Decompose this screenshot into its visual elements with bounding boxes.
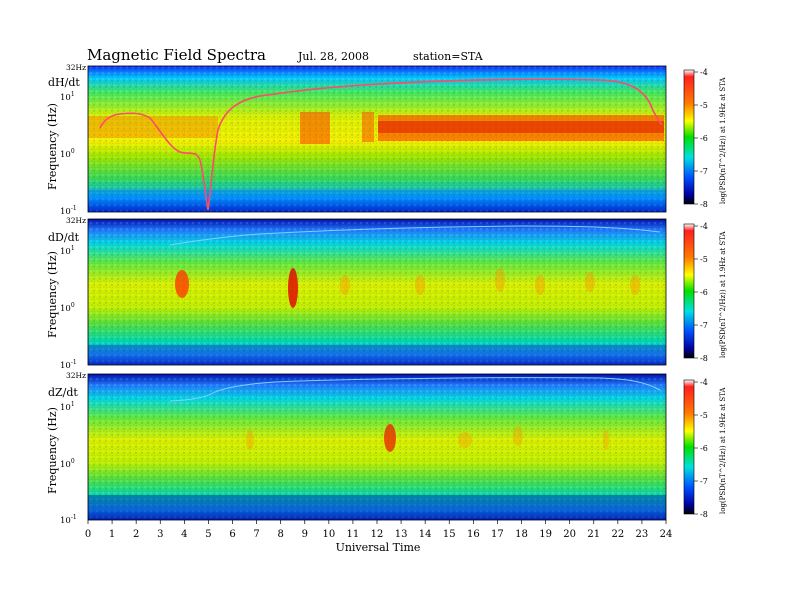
- colorbar-dh: -4 -5 -6 -7 -8 log(PSD(nT^2/Hz)) at 1.9Hz at…: [683, 68, 727, 209]
- x-tick-label: 24: [660, 529, 673, 540]
- x-tick-label: 2: [133, 529, 139, 540]
- lowfreq-noise-dd: [88, 345, 666, 365]
- colorbar-tick-label: -7: [700, 477, 708, 486]
- colorbar-tick-label: -5: [700, 255, 708, 264]
- ytick-1-dz: 100: [60, 458, 75, 470]
- colorbar-label-dd: log(PSD(nT^2/Hz)) at 1.9Hz at STA: [719, 230, 727, 358]
- x-axis-ticks: 0 1 2 3 4 5 6 7 8 9 10 11 12 13 14 15 16 17 18 19 20 21 22 23 24: [85, 520, 673, 540]
- artificial-line-dd: [169, 225, 661, 246]
- ytick-1-dh: 100: [60, 148, 75, 160]
- x-tick-label: 21: [587, 529, 600, 540]
- colorbar-tick-label: -4: [700, 378, 708, 387]
- colorbar-tick-label: -7: [700, 167, 708, 176]
- colorbar-tick-label: -7: [700, 321, 708, 330]
- x-tick-label: 11: [347, 529, 360, 540]
- panel-label-dz: dZ/dt: [48, 386, 78, 399]
- ytick-10-dz: 101: [60, 401, 75, 413]
- spectrogram-dd-texture: [88, 219, 666, 365]
- x-tick-label: 23: [636, 529, 649, 540]
- x-axis-label: Universal Time: [336, 541, 421, 554]
- x-tick-label: 0: [85, 529, 91, 540]
- lowfreq-noise-dz: [88, 495, 666, 520]
- x-tick-label: 1: [109, 529, 115, 540]
- ytick-top-dd: 32Hz: [66, 216, 86, 225]
- x-tick-label: 22: [611, 529, 624, 540]
- ytick-top-dh: 32Hz: [66, 63, 86, 72]
- x-tick-label: 8: [277, 529, 283, 540]
- ylabel-dd: Frequency (Hz): [46, 251, 59, 338]
- artificial-line-dh: [99, 78, 663, 211]
- colorbar-tick-label: -6: [700, 134, 708, 143]
- x-tick-label: 6: [229, 529, 235, 540]
- ylabel-dz: Frequency (Hz): [46, 407, 59, 494]
- enhancement-11ut-dh: [362, 112, 374, 142]
- colorbar-scale-dd: [683, 223, 695, 359]
- spectrogram-dz-texture: [88, 374, 666, 520]
- colorbar-tick-label: -8: [700, 200, 708, 209]
- colorbar-dz: -4 -5 -6 -7 -8 log(PSD(nT^2/Hz)) at 1.9Hz at…: [683, 378, 727, 519]
- colorbar-tick-label: -8: [700, 510, 708, 519]
- x-tick-label: 20: [563, 529, 576, 540]
- ytick-1-dd: 100: [60, 302, 75, 314]
- colorbar-tick-label: -5: [700, 411, 708, 420]
- colorbar-tick-label: -4: [700, 68, 708, 77]
- x-tick-label: 17: [491, 529, 504, 540]
- colorbar-dd: -4 -5 -6 -7 -8 log(PSD(nT^2/Hz)) at 1.9Hz at…: [683, 222, 727, 363]
- x-tick-label: 9: [302, 529, 308, 540]
- colorbar-tick-label: -6: [700, 288, 708, 297]
- x-tick-label: 18: [515, 529, 528, 540]
- colorbar-label-dz: log(PSD(nT^2/Hz)) at 1.9Hz at STA: [719, 386, 727, 514]
- enhancement-core-dh: [378, 121, 664, 133]
- colorbar-tick-label: -8: [700, 354, 708, 363]
- x-tick-label: 13: [395, 529, 408, 540]
- figure-title: Magnetic Field Spectra: [87, 46, 266, 64]
- burst-8p6ut-dd: [288, 268, 298, 308]
- colorbar-tick-label: -5: [700, 101, 708, 110]
- enhancement-band-dh: [378, 115, 664, 141]
- panel-frame-dd: [87, 218, 667, 366]
- artificial-line-dz: [169, 377, 661, 402]
- colorbar-scale-dh: [683, 69, 695, 205]
- ytick-top-dz: 32Hz: [66, 371, 86, 380]
- colorbar-label-dh: log(PSD(nT^2/Hz)) at 1.9Hz at STA: [719, 76, 727, 204]
- colorbar-scale-dz: [683, 379, 695, 515]
- enhancement-mid-dh: [300, 112, 330, 144]
- panel-label-dh: dH/dt: [48, 76, 80, 89]
- panel-frame-dh: [87, 65, 667, 213]
- x-tick-label: 16: [467, 529, 480, 540]
- x-tick-label: 12: [371, 529, 384, 540]
- x-tick-label: 15: [443, 529, 456, 540]
- pulsation-bursts-dd: [340, 268, 640, 295]
- date-label: Jul. 28, 2008: [297, 50, 369, 63]
- enhancement-early-dh: [88, 116, 218, 138]
- ylabel-dh: Frequency (Hz): [46, 103, 59, 190]
- x-tick-label: 4: [181, 529, 187, 540]
- x-tick-label: 10: [322, 529, 335, 540]
- ytick-10-dh: 101: [60, 91, 75, 103]
- lowfreq-noise-dh: [88, 190, 666, 212]
- panel-dz: dZ/dt Frequency (Hz) 32Hz 101 100 10-1 -…: [46, 371, 727, 526]
- pulsation-bursts-dz: [246, 426, 609, 450]
- x-tick-label: 19: [539, 529, 552, 540]
- x-tick-label: 5: [205, 529, 211, 540]
- x-tick-label: 3: [157, 529, 163, 540]
- x-tick-label: 14: [419, 529, 432, 540]
- colorbar-tick-label: -6: [700, 444, 708, 453]
- panel-dh: dH/dt Frequency (Hz) 32Hz 101 100 10-1 -…: [46, 63, 727, 217]
- burst-12p5ut-dz: [384, 424, 396, 452]
- colorbar-tick-label: -4: [700, 222, 708, 231]
- panel-dd: dD/dt Frequency (Hz) 32Hz 101 100 10-1 -…: [46, 216, 727, 371]
- ytick-10-dd: 101: [60, 245, 75, 257]
- ytick-0p1-dz: 10-1: [60, 514, 77, 526]
- x-tick-label: 7: [253, 529, 259, 540]
- panel-label-dd: dD/dt: [48, 231, 80, 244]
- burst-4ut-dd: [175, 270, 189, 298]
- ytick-0p1-dd: 10-1: [60, 359, 77, 371]
- station-label: station=STA: [413, 50, 484, 63]
